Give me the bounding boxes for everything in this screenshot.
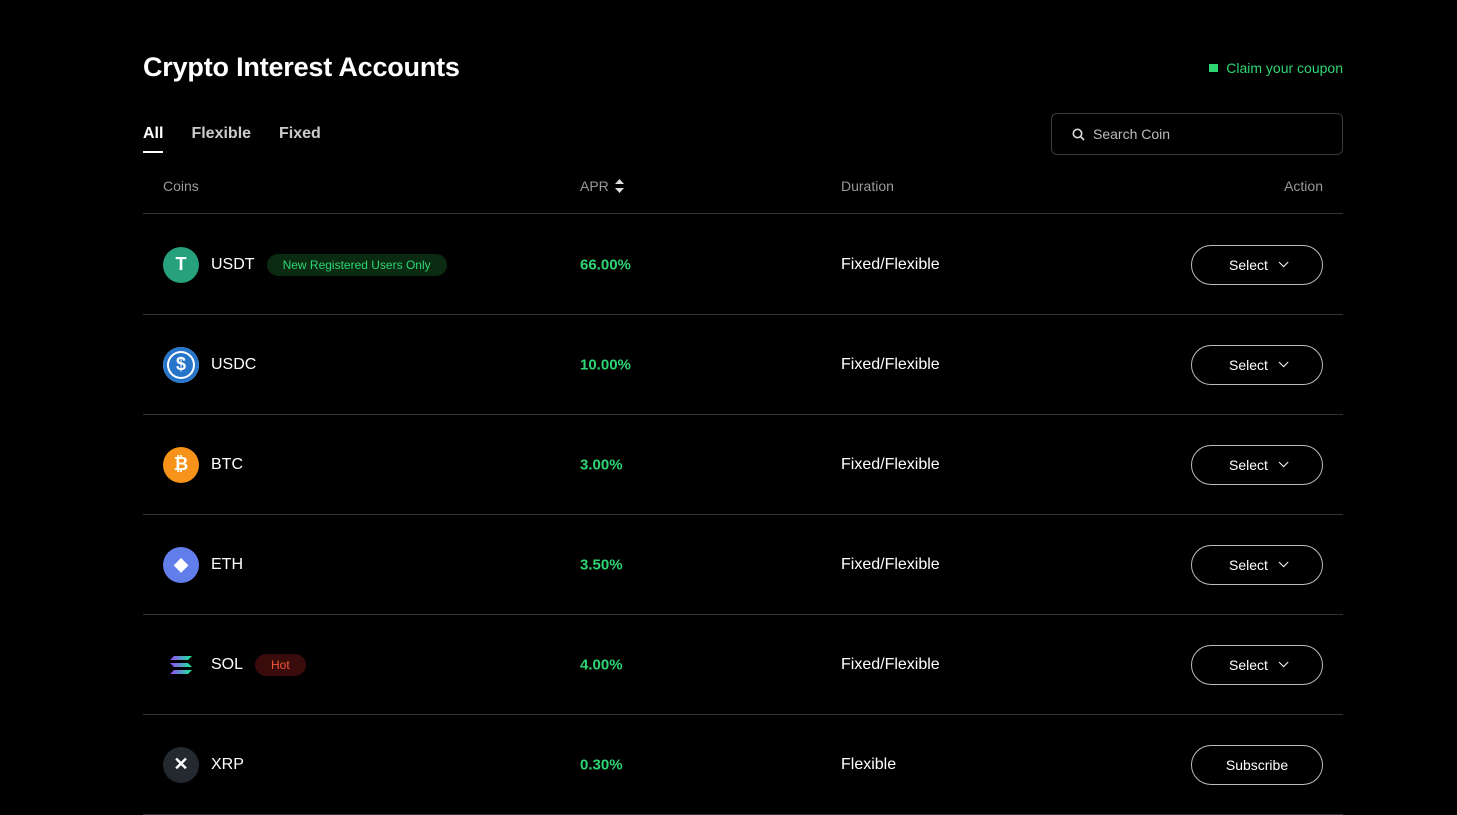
table-row: SOL Hot 4.00% Fixed/Flexible Select: [143, 615, 1343, 715]
table-header: Coins APR Duration Action: [143, 176, 1343, 214]
chevron-down-icon: [1278, 357, 1289, 368]
select-button[interactable]: Select: [1191, 644, 1323, 685]
coin-symbol: SOL: [211, 655, 244, 673]
apr-value: 3.00%: [580, 456, 623, 473]
subscribe-button[interactable]: Subscribe: [1191, 744, 1323, 785]
apr-value: 4.00%: [580, 656, 623, 673]
duration-value: Fixed/Flexible: [841, 655, 940, 673]
tab-all[interactable]: All: [143, 125, 164, 153]
claim-coupon-link[interactable]: Claim your coupon: [1209, 60, 1343, 76]
coin-cell: ₿ BTC: [163, 446, 243, 483]
chevron-down-icon: [1278, 657, 1289, 668]
chevron-down-icon: [1278, 457, 1289, 468]
col-coins: Coins: [163, 178, 199, 194]
bitcoin-icon: ₿: [163, 446, 199, 483]
table-row: $ USDC 10.00% Fixed/Flexible Select: [143, 315, 1343, 415]
duration-value: Fixed/Flexible: [841, 555, 940, 573]
duration-value: Fixed/Flexible: [841, 255, 940, 273]
duration-value: Fixed/Flexible: [841, 355, 940, 373]
tab-flexible[interactable]: Flexible: [191, 125, 252, 142]
button-label: Select: [1229, 356, 1268, 373]
col-duration: Duration: [841, 178, 894, 194]
apr-value: 3.50%: [580, 556, 623, 573]
table-row: ✕ XRP 0.30% Flexible Subscribe: [143, 715, 1343, 815]
button-label: Subscribe: [1225, 756, 1289, 773]
button-label: Select: [1229, 456, 1268, 473]
col-apr-label: APR: [580, 178, 609, 194]
apr-value: 10.00%: [580, 356, 631, 373]
duration-value: Fixed/Flexible: [841, 455, 940, 473]
tab-fixed[interactable]: Fixed: [279, 125, 321, 142]
coin-symbol: ETH: [211, 555, 243, 573]
coin-cell: ◆ ETH: [163, 546, 243, 583]
xrp-icon: ✕: [163, 746, 199, 783]
coin-table: T USDT New Registered Users Only 66.00% Fi…: [143, 215, 1343, 815]
coin-cell: T USDT New Registered Users Only: [163, 246, 447, 283]
coupon-label: Claim your coupon: [1226, 60, 1343, 76]
chevron-down-icon: [1278, 257, 1289, 268]
coin-cell: SOL Hot: [163, 647, 306, 683]
button-label: Select: [1229, 256, 1268, 273]
table-row: ◆ ETH 3.50% Fixed/Flexible Select: [143, 515, 1343, 615]
ticket-icon: [1209, 64, 1219, 72]
usdc-icon: $: [163, 346, 199, 383]
solana-icon: [163, 647, 199, 683]
coin-symbol: BTC: [211, 455, 243, 473]
table-row: ₿ BTC 3.00% Fixed/Flexible Select: [143, 415, 1343, 515]
sort-icon[interactable]: [614, 179, 624, 193]
hot-badge: Hot: [255, 653, 306, 676]
promo-badge: New Registered Users Only: [266, 253, 447, 276]
apr-value: 66.00%: [580, 256, 631, 273]
ethereum-icon: ◆: [163, 546, 199, 583]
page-title: Crypto Interest Accounts: [143, 52, 460, 82]
select-button[interactable]: Select: [1191, 544, 1323, 585]
select-button[interactable]: Select: [1191, 444, 1323, 485]
coin-cell: $ USDC: [163, 346, 257, 383]
tabs: All Flexible Fixed: [143, 125, 321, 153]
button-label: Select: [1229, 656, 1268, 673]
coin-symbol: USDC: [211, 355, 257, 373]
tether-icon: T: [163, 246, 199, 283]
chevron-down-icon: [1278, 557, 1289, 568]
table-row: T USDT New Registered Users Only 66.00% Fi…: [143, 215, 1343, 315]
coin-symbol: XRP: [211, 755, 244, 773]
select-button[interactable]: Select: [1191, 344, 1323, 385]
col-apr[interactable]: APR: [580, 178, 624, 194]
coin-cell: ✕ XRP: [163, 746, 244, 783]
select-button[interactable]: Select: [1191, 244, 1323, 285]
search-input[interactable]: [1093, 126, 1313, 142]
search-icon: [1072, 128, 1085, 141]
button-label: Select: [1229, 556, 1268, 573]
search-box: [1051, 113, 1343, 155]
duration-value: Flexible: [841, 755, 897, 773]
col-action: Action: [1284, 178, 1323, 194]
apr-value: 0.30%: [580, 756, 623, 773]
coin-symbol: USDT: [211, 255, 255, 273]
